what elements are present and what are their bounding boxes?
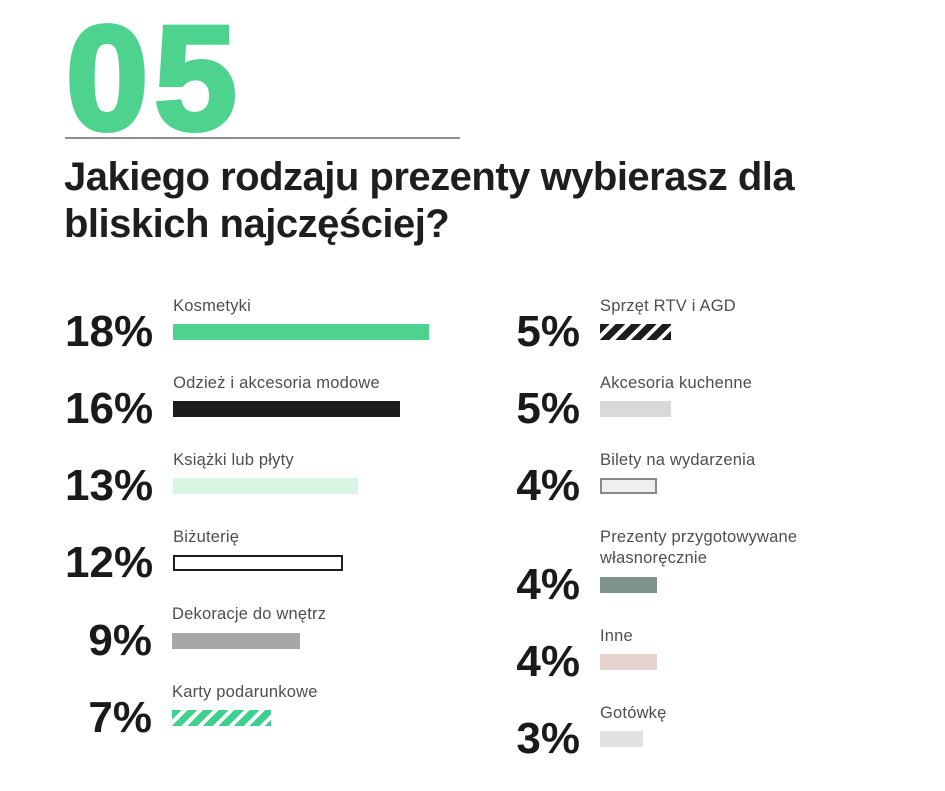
category-cell: Gotówkę bbox=[600, 703, 667, 747]
percent-value: 13% bbox=[65, 461, 154, 511]
percent-value: 16% bbox=[65, 384, 154, 434]
category-bar bbox=[600, 401, 671, 418]
category-cell: Karty podarunkowe bbox=[172, 682, 318, 726]
category-label: Sprzęt RTV i AGD bbox=[600, 297, 736, 315]
percent-value: 7% bbox=[88, 692, 152, 742]
category-cell: Biżuterię bbox=[173, 527, 344, 572]
chart-row: 9% Dekoracje do wnętrz bbox=[65, 604, 495, 662]
chart-row: 12% Biżuterię bbox=[65, 527, 495, 585]
category-cell: Kosmetyki bbox=[173, 296, 430, 341]
category-bar bbox=[600, 576, 657, 593]
percent-value: 3% bbox=[516, 713, 580, 763]
category-cell: Bilety na wydarzenia bbox=[600, 450, 756, 495]
percent-value: 12% bbox=[65, 538, 154, 588]
percent-value: 9% bbox=[88, 615, 152, 665]
chart-row: 4% Prezenty przygotowywane własnoręcznie bbox=[493, 527, 923, 606]
header-divider-line bbox=[65, 137, 460, 139]
chart-column-right: 5% Sprzęt RTV i AGD 5% Akcesoria kuchenne 4%… bbox=[493, 296, 923, 780]
chart-row: 13% Książki lub płyty bbox=[65, 450, 495, 508]
category-cell: Sprzęt RTV i AGD bbox=[600, 296, 736, 341]
category-label: Inne bbox=[600, 626, 633, 645]
page-title: Jakiego rodzaju prezenty wybierasz dla b… bbox=[64, 155, 795, 246]
percent-value: 4% bbox=[516, 636, 580, 686]
category-bar bbox=[600, 730, 643, 747]
percent-value: 4% bbox=[516, 559, 580, 609]
category-bar bbox=[173, 324, 430, 341]
category-cell: Akcesoria kuchenne bbox=[600, 373, 753, 418]
category-label: Bilety na wydarzenia bbox=[600, 451, 756, 470]
percent-value: 5% bbox=[516, 384, 580, 434]
category-label: Karty podarunkowe bbox=[172, 682, 318, 701]
category-label: Dekoracje do wnętrz bbox=[172, 605, 327, 624]
category-cell: Książki lub płyty bbox=[173, 450, 359, 495]
category-cell: Dekoracje do wnętrz bbox=[172, 604, 327, 649]
chart-row: 5% Akcesoria kuchenne bbox=[493, 373, 923, 431]
chart-row: 3% Gotówkę bbox=[493, 703, 923, 761]
category-label: Gotówkę bbox=[600, 703, 667, 722]
section-number: 05 bbox=[64, 0, 243, 161]
category-label: Odzież i akcesoria modowe bbox=[173, 374, 380, 393]
chart-column-left: 18% Kosmetyki 16% Odzież i akcesoria modowe… bbox=[65, 296, 495, 759]
category-bar bbox=[173, 401, 401, 418]
category-bar bbox=[172, 632, 300, 649]
chart-row: 5% Sprzęt RTV i AGD bbox=[493, 296, 923, 354]
category-label: Prezenty przygotowywane własnoręcznie bbox=[600, 528, 798, 568]
category-bar bbox=[172, 709, 271, 726]
percent-value: 5% bbox=[516, 307, 580, 357]
category-label: Akcesoria kuchenne bbox=[600, 374, 753, 393]
category-label: Książki lub płyty bbox=[173, 451, 294, 470]
category-bar bbox=[173, 478, 359, 495]
category-bar bbox=[600, 478, 657, 495]
chart-row: 4% Inne bbox=[493, 626, 923, 683]
chart-row: 16% Odzież i akcesoria modowe bbox=[65, 373, 495, 431]
percent-value: 18% bbox=[65, 307, 154, 357]
category-bar bbox=[173, 555, 344, 572]
category-cell: Inne bbox=[600, 626, 657, 670]
chart-row: 18% Kosmetyki bbox=[65, 296, 495, 354]
chart-row: 4% Bilety na wydarzenia bbox=[493, 450, 923, 508]
category-label: Biżuterię bbox=[173, 528, 240, 547]
category-cell: Prezenty przygotowywane własnoręcznie bbox=[600, 527, 845, 593]
category-bar bbox=[600, 653, 657, 670]
category-label: Kosmetyki bbox=[173, 297, 251, 315]
category-bar bbox=[600, 324, 671, 341]
chart-row: 7% Karty podarunkowe bbox=[65, 682, 495, 740]
category-cell: Odzież i akcesoria modowe bbox=[173, 373, 401, 418]
percent-value: 4% bbox=[516, 461, 580, 511]
